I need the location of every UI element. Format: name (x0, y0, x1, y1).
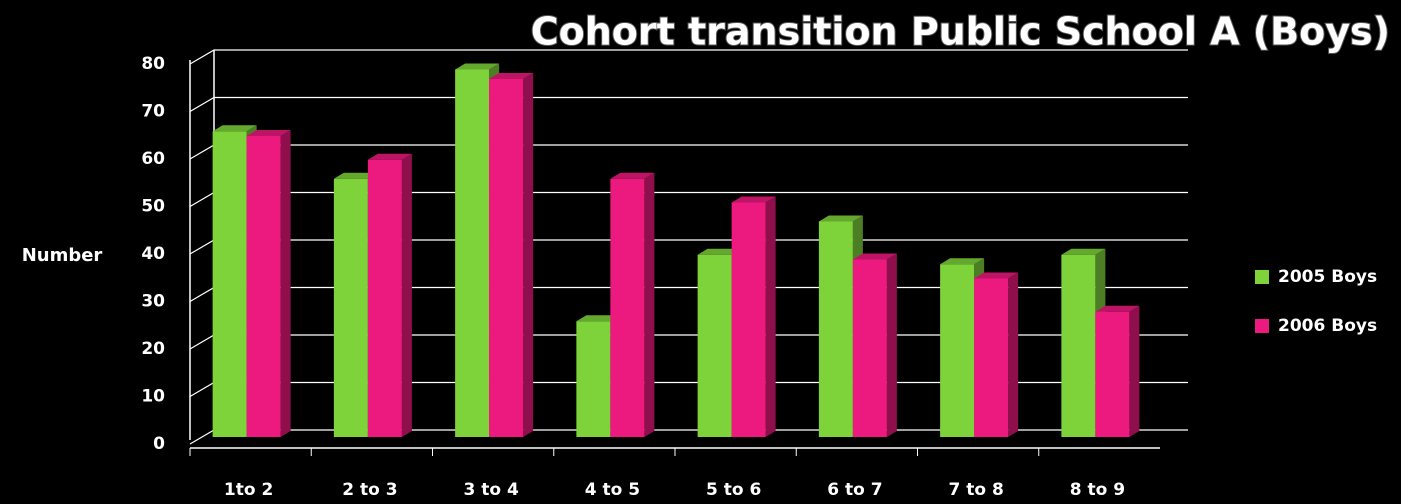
bar-top (489, 73, 534, 79)
bar (731, 202, 766, 437)
bar-top (697, 248, 742, 255)
y-tick-label: 10 (141, 387, 165, 407)
bar-top (940, 258, 985, 265)
x-tick-label: 1to 2 (224, 480, 273, 500)
bar-top (974, 272, 1019, 279)
bar (333, 178, 368, 437)
bar (489, 79, 524, 437)
bar-side (401, 153, 412, 437)
x-tick-label: 6 to 7 (827, 480, 882, 500)
grid-line (189, 96, 1188, 113)
bar-top (818, 215, 863, 222)
bar (974, 278, 1009, 437)
legend-label: 2005 Boys (1278, 267, 1377, 287)
x-tick-label: 3 to 4 (463, 480, 518, 500)
bar-top (1061, 248, 1106, 255)
bar (576, 321, 611, 437)
bar (1061, 254, 1096, 437)
bar (1095, 311, 1130, 437)
bar (212, 131, 247, 437)
y-tick-label: 0 (153, 434, 165, 454)
y-tick-label: 70 (141, 102, 165, 122)
bar-side (644, 172, 655, 437)
y-tick-label: 50 (141, 197, 165, 217)
grid-line (189, 144, 1188, 160)
x-tick-label: 7 to 8 (948, 480, 1003, 500)
bar-side (1008, 272, 1019, 437)
bar-top (852, 253, 897, 260)
bar-top (333, 172, 378, 179)
x-tick-label: 4 to 5 (585, 480, 640, 500)
bar-side (523, 73, 534, 437)
bar (367, 159, 402, 437)
bar (940, 264, 975, 437)
bar (246, 136, 281, 437)
legend-swatch (1255, 319, 1269, 333)
bar-side (886, 253, 897, 437)
bar (455, 69, 490, 437)
grid-line (189, 49, 1188, 65)
bar (852, 259, 887, 437)
y-tick-label: 40 (141, 244, 165, 264)
x-tick-label: 5 to 6 (706, 480, 761, 500)
bar-top (246, 130, 291, 136)
y-tick-label: 60 (141, 149, 165, 169)
bar (818, 221, 853, 437)
bar-top (455, 63, 500, 70)
chart-title: Cohort transition Public School A (Boys) (531, 10, 1390, 54)
bar-top (1095, 305, 1140, 312)
legend-label: 2006 Boys (1278, 316, 1377, 336)
bar-top (212, 125, 257, 132)
bar-side (765, 196, 776, 437)
bar (610, 178, 645, 437)
legend-swatch (1255, 270, 1269, 284)
bar-side (1129, 305, 1140, 437)
bar-top (731, 196, 776, 203)
y-tick-label: 20 (141, 339, 165, 359)
x-tick-label: 8 to 9 (1070, 480, 1125, 500)
y-tick-label: 30 (141, 292, 165, 312)
bar-top (367, 153, 412, 160)
bar-top (576, 315, 621, 322)
bar-top (610, 172, 655, 179)
y-tick-label: 80 (141, 54, 165, 74)
bar (697, 254, 732, 437)
bar-side (280, 130, 291, 437)
y-axis-label: Number (22, 245, 103, 266)
x-tick-label: 2 to 3 (342, 480, 397, 500)
